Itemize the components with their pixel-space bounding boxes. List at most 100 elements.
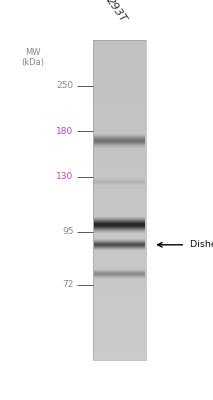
Bar <box>93 100 146 101</box>
Bar <box>93 54 146 55</box>
Bar <box>93 55 146 56</box>
Bar <box>93 130 146 131</box>
Text: 72: 72 <box>62 280 73 289</box>
Bar <box>93 277 146 278</box>
Bar <box>93 262 146 263</box>
Bar <box>93 83 146 84</box>
Text: 130: 130 <box>56 172 73 181</box>
Bar <box>93 235 146 236</box>
Bar <box>93 210 146 211</box>
Bar <box>93 274 146 275</box>
Bar <box>93 156 146 157</box>
Bar <box>93 194 146 195</box>
Bar <box>93 108 146 109</box>
Bar <box>93 162 146 163</box>
Bar <box>93 270 146 272</box>
Bar <box>93 184 146 185</box>
Bar <box>93 45 146 46</box>
Bar <box>93 329 146 330</box>
Bar <box>93 78 146 80</box>
Bar <box>93 317 146 318</box>
Bar <box>93 126 146 128</box>
Bar <box>93 201 146 202</box>
Bar <box>93 96 146 98</box>
Bar <box>93 216 146 217</box>
Bar <box>93 310 146 311</box>
Bar <box>93 339 146 340</box>
Bar <box>93 247 146 248</box>
Bar <box>93 110 146 112</box>
Bar <box>93 279 146 280</box>
Bar <box>93 180 146 181</box>
Bar <box>93 308 146 309</box>
Bar <box>93 355 146 356</box>
Bar <box>93 121 146 122</box>
Bar <box>93 77 146 78</box>
Bar <box>93 70 146 71</box>
Bar <box>93 195 146 196</box>
Bar <box>93 268 146 269</box>
Bar <box>93 359 146 360</box>
Bar <box>93 178 146 179</box>
Bar <box>93 40 146 360</box>
Bar <box>93 48 146 50</box>
Bar <box>93 298 146 299</box>
Bar <box>93 119 146 120</box>
Bar <box>93 237 146 238</box>
Bar <box>93 66 146 67</box>
Bar <box>93 254 146 256</box>
Bar <box>93 249 146 250</box>
Bar <box>93 245 146 246</box>
Bar <box>93 252 146 253</box>
Bar <box>93 102 146 103</box>
Bar <box>93 213 146 214</box>
Bar <box>93 122 146 123</box>
Bar <box>93 123 146 124</box>
Bar <box>93 202 146 203</box>
Bar <box>93 185 146 186</box>
Bar <box>93 229 146 230</box>
Bar <box>93 105 146 106</box>
Bar <box>93 272 146 274</box>
Bar <box>93 261 146 262</box>
Text: Dishevelled 2: Dishevelled 2 <box>190 240 213 249</box>
Bar <box>93 189 146 190</box>
Bar <box>93 265 146 266</box>
Bar <box>93 120 146 121</box>
Bar <box>93 101 146 102</box>
Bar <box>93 250 146 251</box>
Bar <box>93 352 146 354</box>
Bar <box>93 296 146 297</box>
Bar <box>93 227 146 228</box>
Bar <box>93 125 146 126</box>
Bar <box>93 336 146 338</box>
Bar <box>93 167 146 168</box>
Bar <box>93 80 146 82</box>
Bar <box>93 58 146 59</box>
Bar <box>93 153 146 154</box>
Bar <box>93 142 146 144</box>
Bar <box>93 190 146 192</box>
Bar <box>93 242 146 243</box>
Bar <box>93 226 146 227</box>
Bar <box>93 139 146 140</box>
Bar <box>93 160 146 162</box>
Bar <box>93 258 146 259</box>
Bar <box>93 144 146 146</box>
Bar <box>93 51 146 52</box>
Bar <box>93 46 146 48</box>
Bar <box>93 263 146 264</box>
Bar <box>93 106 146 107</box>
Bar <box>93 44 146 45</box>
Bar <box>93 312 146 313</box>
Bar <box>93 259 146 260</box>
Bar <box>93 192 146 194</box>
Bar <box>93 267 146 268</box>
Bar <box>93 114 146 115</box>
Bar <box>93 236 146 237</box>
Bar <box>93 331 146 332</box>
Bar <box>93 350 146 352</box>
Bar <box>93 61 146 62</box>
Bar <box>93 230 146 231</box>
Bar <box>93 301 146 302</box>
